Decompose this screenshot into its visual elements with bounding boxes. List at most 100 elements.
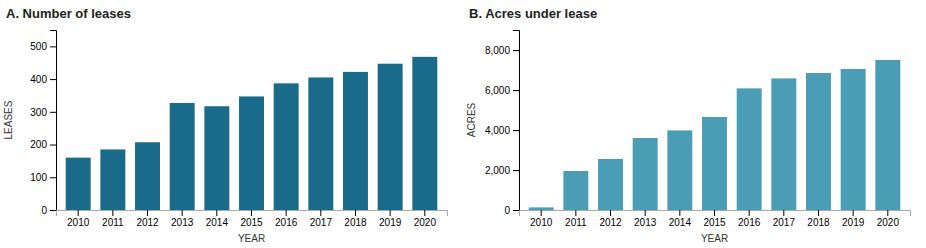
x-tick: 2018 [344,210,367,228]
x-tick: 2017 [773,210,796,228]
y-tick-label: 2,000 [485,165,510,176]
x-tick-mark [645,210,646,216]
x-tick-label: 2014 [206,217,229,228]
y-tick-label: 200 [30,139,47,150]
x-tick-mark [749,210,750,216]
x-tick-label: 2018 [807,217,830,228]
x-tick-mark [78,210,79,216]
bar [529,207,554,210]
y-axis: 0 100 200 300 400 500 [30,31,56,216]
y-tick: 300 [30,107,56,118]
x-tick-label: 2016 [738,217,761,228]
bar [100,149,125,210]
y-tick-mark [50,210,56,211]
x-tick: 2013 [634,210,657,228]
bar [702,117,727,210]
bar [135,142,160,210]
x-tick: 2017 [310,210,333,228]
bar [378,64,403,210]
x-tick-label: 2016 [275,217,298,228]
chart-title: A. Number of leases [6,6,131,21]
x-tick-mark [424,210,425,216]
bar [343,72,368,210]
y-tick: 6,000 [485,85,519,96]
x-tick-mark [783,210,784,216]
x-tick: 2012 [599,210,622,228]
bar [633,138,658,210]
x-tick-label: 2013 [171,217,194,228]
x-tick-label: 2012 [136,217,159,228]
x-tick: 2018 [807,210,830,228]
x-tick-mark [818,210,819,216]
y-tick-mark [513,210,519,211]
y-tick-label: 300 [30,107,47,118]
y-tick: 200 [30,139,56,150]
x-tick: 2014 [206,210,229,228]
x-tick-mark [320,210,321,216]
x-tick-label: 2020 [877,217,900,228]
x-axis-line [520,211,911,217]
x-tick-mark [112,210,113,216]
y-tick-mark [513,90,519,91]
x-tick: 2015 [703,210,726,228]
x-axis: 2010201120122013201420152016201720182019… [57,210,448,228]
y-tick-mark [50,79,56,80]
y-axis: 02,0004,0006,0008,000 [485,31,520,216]
y-tick-mark [50,46,56,47]
x-tick: 2020 [414,210,437,228]
x-tick-label: 2018 [344,217,367,228]
x-tick-mark [355,210,356,216]
y-tick-mark [513,130,519,131]
x-tick-mark [714,210,715,216]
bar [598,159,623,210]
x-tick-mark [541,210,542,216]
figure: 0 100 200 300 400 500 2010 2011 2012 2013 2014 2015… [0,0,926,248]
chart-title: B. Acres under lease [469,6,597,21]
bar [841,69,866,210]
bar [875,60,900,210]
bar [66,158,91,210]
y-tick: 400 [30,74,56,85]
bar [771,78,796,210]
x-tick-mark [216,210,217,216]
bar [239,96,264,210]
x-tick-mark [390,210,391,216]
x-tick-label: 2019 [379,217,402,228]
x-axis: 2010 2011 2012 2013 2014 2015 2016 2017 2018 2019… [520,210,911,228]
bar [204,106,229,210]
y-tick-mark [513,50,519,51]
y-tick: 8,000 [485,45,519,56]
y-tick-label: 6,000 [485,85,510,96]
x-tick-mark [182,210,183,216]
panel: 0100200300400500201020112012201320142015… [3,6,448,244]
x-tick-mark [286,210,287,216]
y-tick: 100 [30,172,56,183]
x-tick-mark [147,210,148,216]
x-tick: 2011 [565,210,587,228]
y-axis-line [513,31,520,211]
x-tick: 2013 [171,210,194,228]
x-tick-label: 2015 [703,217,726,228]
bar [308,77,333,210]
y-tick-label: 0 [41,205,47,216]
y-tick: 0 [504,205,519,216]
x-tick: 2016 [275,210,298,228]
x-tick: 2019 [842,210,865,228]
y-axis-line [50,31,57,211]
bars [529,60,901,210]
y-tick-mark [50,112,56,113]
x-tick: 2014 [669,210,692,228]
x-axis-title: YEAR [701,233,728,244]
y-tick-label: 8,000 [485,45,510,56]
y-tick: 500 [30,41,56,52]
x-tick: 2010 [530,210,553,228]
x-tick-label: 2011 [565,217,587,228]
x-tick-label: 2019 [842,217,865,228]
y-tick-label: 0 [504,205,510,216]
x-tick-mark [575,210,576,216]
y-tick: 0 [41,205,56,216]
x-tick-label: 2015 [240,217,263,228]
bar [667,130,692,210]
x-tick-label: 2017 [773,217,796,228]
bar [563,171,588,210]
